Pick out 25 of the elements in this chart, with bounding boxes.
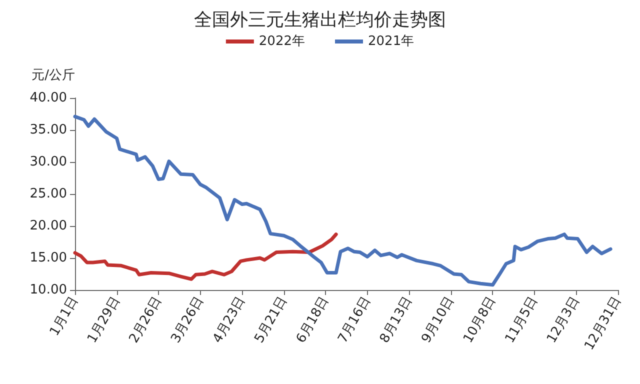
- x-tick-label: 6月18日: [294, 294, 332, 346]
- x-tick-label: 1月29日: [84, 294, 124, 346]
- x-tick-label: 3月26日: [168, 294, 207, 346]
- y-tick-label: 20.00: [30, 218, 67, 234]
- x-tick-label: 12月31日: [582, 294, 624, 353]
- x-tick-label: 10月8日: [460, 294, 500, 346]
- x-tick-label: 5月21日: [252, 294, 290, 346]
- legend-label: 2022年: [258, 34, 306, 49]
- x-tick-label: 4月23日: [210, 294, 249, 346]
- x-tick-label: 2月26日: [126, 294, 166, 346]
- legend-label: 2021年: [368, 34, 414, 49]
- y-tick-label: 15.00: [30, 250, 67, 266]
- line-series: [73, 114, 612, 287]
- y-tick-label: 35.00: [30, 122, 67, 138]
- y-tick-label: 30.00: [30, 154, 67, 170]
- x-tick-label: 12月3日: [544, 294, 583, 346]
- y-axis-title: 元/公斤: [32, 68, 75, 83]
- chart-title: 全国外三元生猪出栏均价走势图: [194, 10, 446, 30]
- x-tick-label: 11月5日: [502, 294, 541, 346]
- x-tick-label: 8月13日: [377, 294, 416, 346]
- x-tick-label: 7月16日: [335, 294, 374, 346]
- line-series: [73, 232, 338, 281]
- y-tick-label: 25.00: [30, 186, 67, 202]
- y-tick-label: 40.00: [30, 90, 67, 106]
- x-tick-label: 9月10日: [419, 294, 458, 346]
